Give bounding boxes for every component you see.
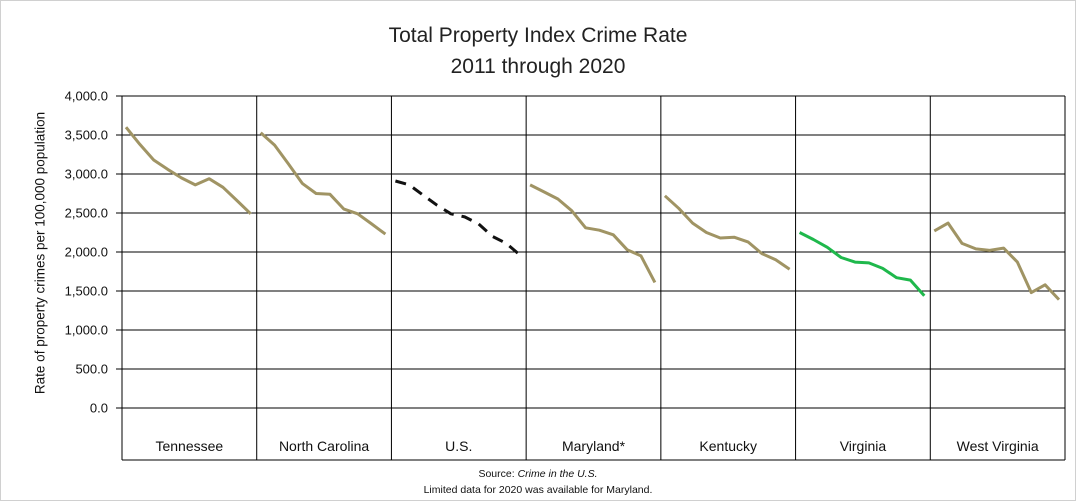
y-tick-label: 1,500.0	[65, 284, 108, 299]
source-label: Source:	[478, 468, 515, 480]
series-line	[663, 194, 791, 271]
y-tick-label: 4,000.0	[65, 89, 108, 104]
y-tick-label: 0.0	[90, 401, 108, 416]
category-label: Kentucky	[699, 438, 757, 454]
category-label: Tennessee	[155, 438, 223, 454]
category-label: U.S.	[445, 438, 472, 454]
source-note: Source: Crime in the U.S.	[0, 468, 1076, 480]
y-tick-label: 500.0	[75, 362, 108, 377]
chart-subtitle: 2011 through 2020	[450, 55, 626, 78]
category-label: North Carolina	[279, 438, 369, 454]
category-label: West Virginia	[957, 438, 1039, 454]
y-tick-label: 2,500.0	[65, 206, 108, 221]
series-line	[798, 231, 926, 297]
y-tick-label: 1,000.0	[65, 323, 108, 338]
category-label: Maryland*	[562, 438, 626, 454]
y-tick-label: 2,000.0	[65, 245, 108, 260]
y-tick-label: 3,000.0	[65, 167, 108, 182]
chart-title: Total Property Index Crime Rate	[388, 24, 688, 47]
series-line	[259, 131, 387, 236]
category-label: Virginia	[840, 438, 887, 454]
y-tick-label: 3,500.0	[65, 128, 108, 143]
source-title: Crime in the U.S.	[517, 468, 598, 480]
series-line	[529, 183, 657, 284]
series-line	[124, 126, 252, 215]
series-line	[394, 179, 522, 257]
data-note: Limited data for 2020 was available for …	[423, 484, 653, 496]
series-line	[933, 221, 1061, 301]
